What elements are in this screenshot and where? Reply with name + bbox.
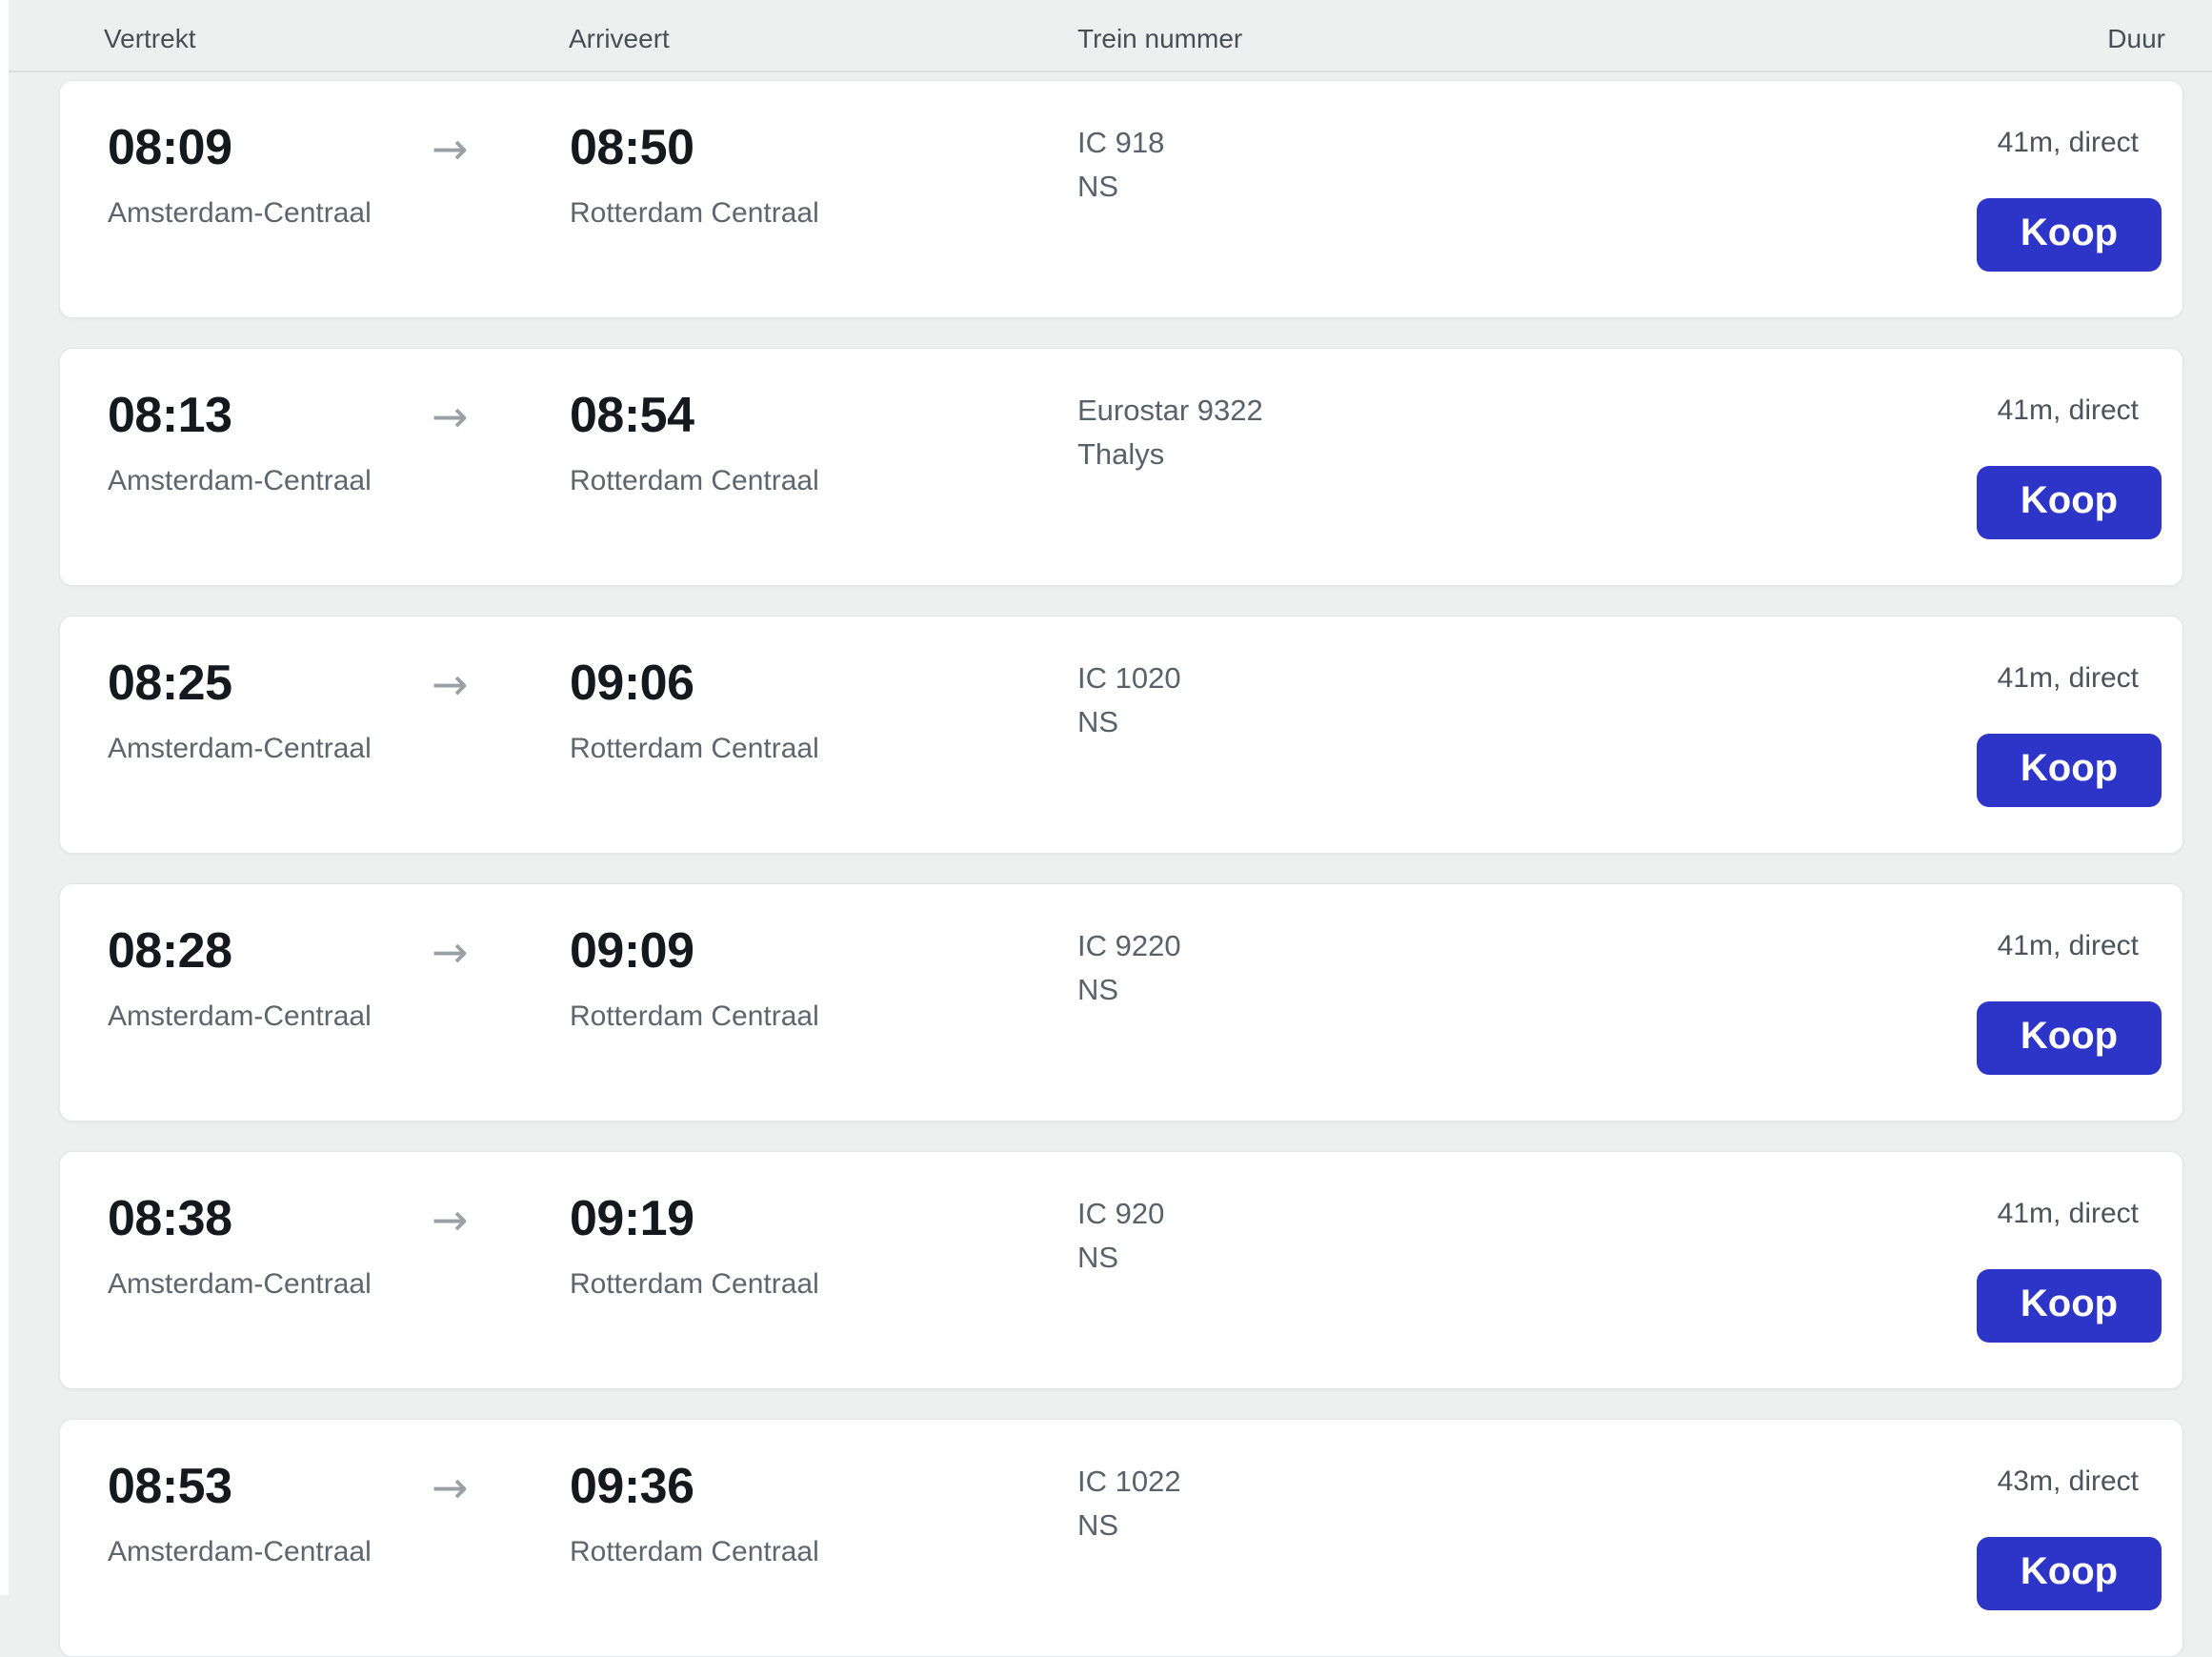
arrival-station: Rotterdam Centraal [570,197,819,229]
train-number: IC 9220 [1077,929,1181,962]
departure-station: Amsterdam-Centraal [108,1536,372,1567]
arrival-station: Rotterdam Centraal [570,1536,819,1567]
column-header-train-number: Trein nummer [1077,24,1243,53]
duration-label: 41m, direct [1997,394,2139,426]
train-number: IC 1020 [1077,661,1181,695]
results-header: Vertrekt Arriveert Trein nummer Duur [0,0,2212,72]
arrow-right-icon: → [432,1462,469,1513]
arrival-time: 09:36 [570,1459,694,1514]
train-operator: Thalys [1077,437,1165,471]
duration-label: 41m, direct [1997,930,2139,961]
duration-label: 41m, direct [1997,127,2139,158]
arrow-right-icon: → [432,123,469,174]
arrow-right-icon: → [432,926,469,978]
departure-time: 08:28 [108,923,232,979]
arrival-station: Rotterdam Centraal [570,733,819,764]
departure-time: 08:13 [108,388,232,443]
buy-button[interactable]: Koop [1977,734,2162,807]
buy-button[interactable]: Koop [1977,1001,2162,1075]
departure-time: 08:09 [108,120,232,175]
column-header-departs: Vertrekt [104,24,196,53]
departure-time: 08:25 [108,656,232,711]
train-operator: NS [1077,170,1119,203]
journey-card: 08:09 Amsterdam-Centraal → 08:50 Rotterd… [59,80,2183,318]
departure-time: 08:53 [108,1459,232,1514]
train-operator: NS [1077,1508,1119,1542]
train-operator: NS [1077,1241,1119,1274]
buy-button[interactable]: Koop [1977,1269,2162,1343]
duration-label: 41m, direct [1997,662,2139,694]
departure-station: Amsterdam-Centraal [108,1000,372,1032]
arrival-time: 09:06 [570,656,694,711]
page-left-margin [0,0,9,1595]
duration-label: 43m, direct [1997,1465,2139,1497]
train-number: IC 920 [1077,1197,1165,1230]
departure-station: Amsterdam-Centraal [108,1268,372,1300]
journey-card: 08:38 Amsterdam-Centraal → 09:19 Rotterd… [59,1151,2183,1389]
arrival-time: 09:19 [570,1191,694,1246]
arrow-right-icon: → [432,391,469,442]
journey-card: 08:25 Amsterdam-Centraal → 09:06 Rotterd… [59,616,2183,854]
arrow-right-icon: → [432,1194,469,1245]
departure-station: Amsterdam-Centraal [108,465,372,496]
column-header-arrives: Arriveert [569,24,670,53]
departure-station: Amsterdam-Centraal [108,197,372,229]
arrival-station: Rotterdam Centraal [570,1000,819,1032]
departure-time: 08:38 [108,1191,232,1246]
arrival-time: 08:54 [570,388,694,443]
column-header-duration: Duur [2107,24,2165,53]
journey-results-list: 08:09 Amsterdam-Centraal → 08:50 Rotterd… [59,80,2183,1657]
train-operator: NS [1077,973,1119,1006]
journey-card: 08:28 Amsterdam-Centraal → 09:09 Rotterd… [59,883,2183,1122]
buy-button[interactable]: Koop [1977,466,2162,539]
journey-card: 08:13 Amsterdam-Centraal → 08:54 Rotterd… [59,348,2183,586]
departure-station: Amsterdam-Centraal [108,733,372,764]
arrival-station: Rotterdam Centraal [570,465,819,496]
arrival-time: 09:09 [570,923,694,979]
duration-label: 41m, direct [1997,1198,2139,1229]
train-number: IC 918 [1077,126,1165,159]
arrow-right-icon: → [432,658,469,710]
arrival-station: Rotterdam Centraal [570,1268,819,1300]
journey-card: 08:53 Amsterdam-Centraal → 09:36 Rotterd… [59,1419,2183,1657]
train-number: Eurostar 9322 [1077,394,1263,427]
arrival-time: 08:50 [570,120,694,175]
buy-button[interactable]: Koop [1977,1537,2162,1610]
train-number: IC 1022 [1077,1465,1181,1498]
header-divider [9,71,2212,72]
buy-button[interactable]: Koop [1977,198,2162,272]
train-operator: NS [1077,705,1119,738]
